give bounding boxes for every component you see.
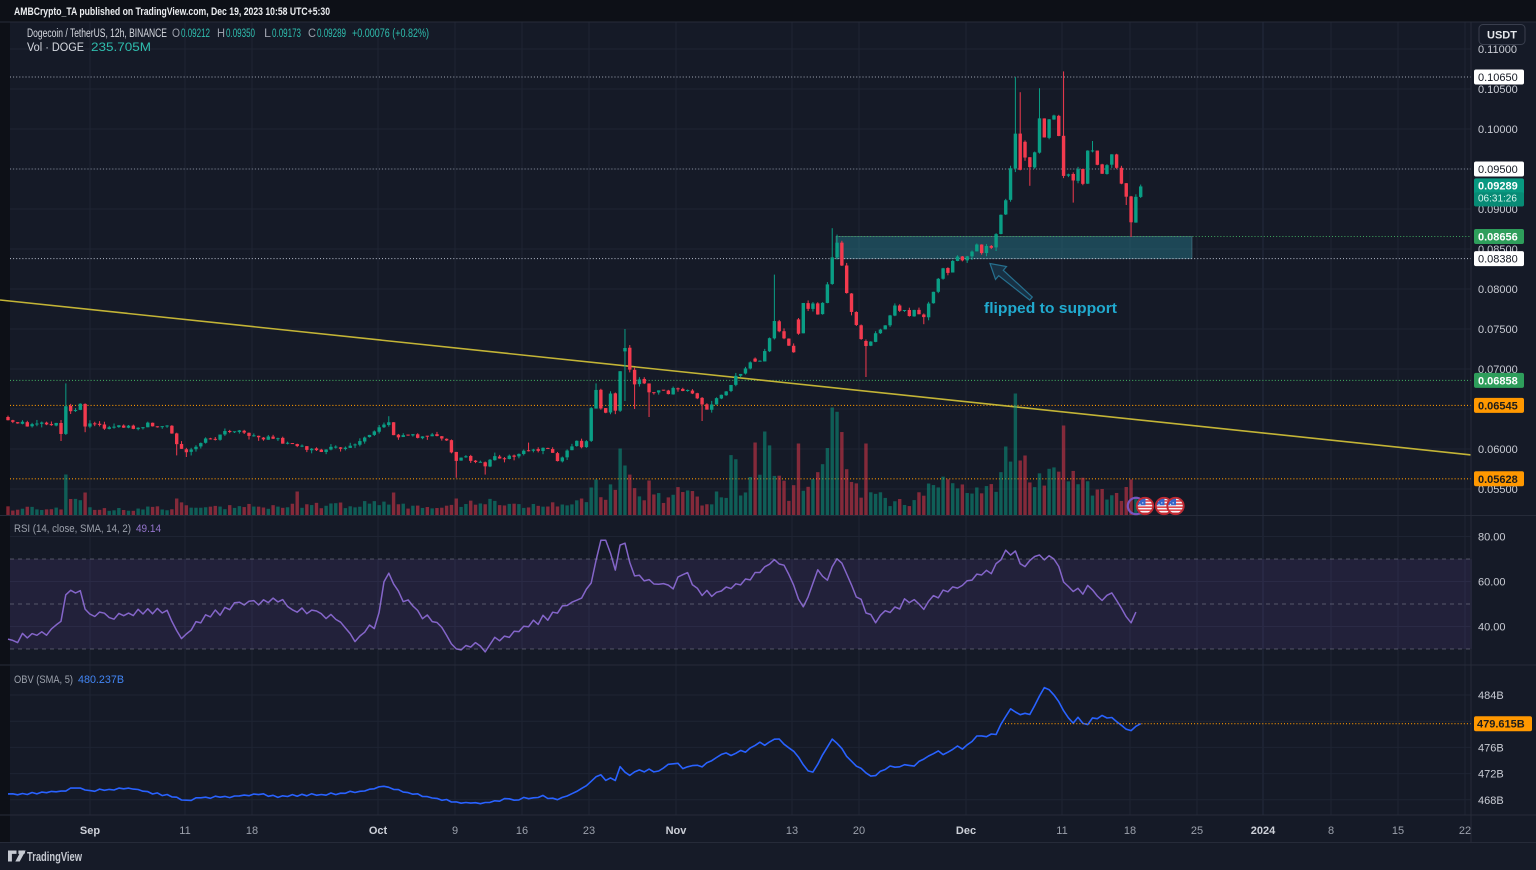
svg-text:8: 8: [1328, 825, 1334, 837]
svg-text:Dec: Dec: [956, 825, 976, 837]
svg-text:H: H: [217, 28, 225, 40]
svg-text:40.00: 40.00: [1478, 622, 1506, 634]
svg-text:472B: 472B: [1478, 769, 1504, 781]
svg-text:0.09173: 0.09173: [272, 28, 301, 40]
svg-text:0.05628: 0.05628: [1478, 474, 1518, 486]
svg-text:2024: 2024: [1251, 825, 1276, 837]
svg-text:484B: 484B: [1478, 690, 1504, 702]
svg-text:22: 22: [1459, 825, 1471, 837]
svg-text:AMBCrypto_TA published on Trad: AMBCrypto_TA published on TradingView.co…: [14, 6, 330, 18]
svg-text:Nov: Nov: [666, 825, 688, 837]
svg-text:Vol · DOGE: Vol · DOGE: [27, 42, 84, 54]
svg-text:80.00: 80.00: [1478, 532, 1506, 544]
svg-text:OBV (SMA, 5): OBV (SMA, 5): [14, 674, 73, 686]
svg-text:0.09289: 0.09289: [1478, 180, 1518, 192]
svg-text:0.10650: 0.10650: [1478, 72, 1518, 84]
svg-text:15: 15: [1392, 825, 1404, 837]
svg-text:20: 20: [853, 825, 865, 837]
svg-text:0.06000: 0.06000: [1478, 444, 1518, 456]
svg-text:0.08000: 0.08000: [1478, 284, 1518, 296]
svg-text:+0.00076 (+0.82%): +0.00076 (+0.82%): [352, 28, 429, 40]
svg-text:C: C: [308, 28, 316, 40]
svg-text:0.06858: 0.06858: [1478, 375, 1518, 387]
svg-text:0.10000: 0.10000: [1478, 124, 1518, 136]
svg-text:18: 18: [1124, 825, 1136, 837]
svg-text:13: 13: [786, 825, 798, 837]
svg-text:06:31:26: 06:31:26: [1478, 193, 1517, 204]
svg-text:0.09350: 0.09350: [226, 28, 255, 40]
svg-text:9: 9: [452, 825, 458, 837]
svg-text:480.237B: 480.237B: [78, 674, 124, 686]
svg-text:0.08380: 0.08380: [1478, 254, 1518, 266]
svg-text:468B: 468B: [1478, 795, 1504, 807]
svg-text:0.05500: 0.05500: [1478, 484, 1518, 496]
svg-text:RSI (14, close, SMA, 14, 2): RSI (14, close, SMA, 14, 2): [14, 523, 131, 535]
svg-text:18: 18: [246, 825, 258, 837]
svg-text:16: 16: [516, 825, 528, 837]
svg-text:TradingView: TradingView: [27, 850, 82, 864]
svg-text:Dogecoin / TetherUS, 12h, BINA: Dogecoin / TetherUS, 12h, BINANCE: [27, 28, 167, 40]
svg-text:0.09212: 0.09212: [181, 28, 210, 40]
svg-text:23: 23: [583, 825, 595, 837]
svg-text:0.09000: 0.09000: [1478, 204, 1518, 216]
svg-text:O: O: [172, 28, 180, 40]
svg-text:11: 11: [1056, 825, 1067, 837]
svg-text:0.09500: 0.09500: [1478, 164, 1518, 176]
svg-text:0.09289: 0.09289: [317, 28, 346, 40]
svg-text:235.705M: 235.705M: [91, 42, 151, 54]
svg-text:25: 25: [1191, 825, 1203, 837]
svg-text:Sep: Sep: [80, 825, 100, 837]
svg-text:L: L: [264, 28, 272, 40]
svg-text:479.615B: 479.615B: [1477, 719, 1525, 731]
svg-text:0.07500: 0.07500: [1478, 324, 1518, 336]
svg-text:0.08656: 0.08656: [1478, 232, 1518, 244]
svg-text:476B: 476B: [1478, 742, 1504, 754]
svg-text:Oct: Oct: [369, 825, 388, 837]
svg-text:USDT: USDT: [1487, 30, 1517, 42]
svg-text:60.00: 60.00: [1478, 577, 1506, 589]
svg-text:11: 11: [179, 825, 190, 837]
svg-text:49.14: 49.14: [136, 523, 161, 535]
svg-text:flipped to support: flipped to support: [984, 300, 1117, 317]
svg-text:0.10500: 0.10500: [1478, 84, 1518, 96]
svg-text:0.11000: 0.11000: [1478, 44, 1517, 56]
svg-text:0.06545: 0.06545: [1478, 400, 1518, 412]
